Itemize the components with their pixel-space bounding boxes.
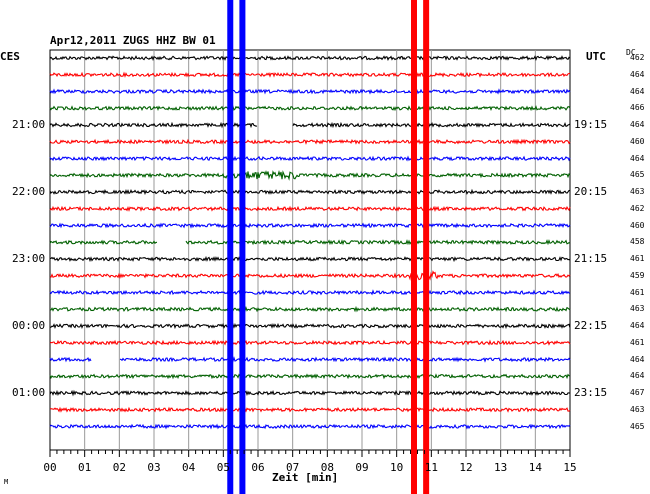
x-tick-label: 06 (251, 461, 264, 474)
dc-offset-label: 463 (630, 304, 645, 314)
plot-frame (49, 49, 571, 451)
trace-line (49, 373, 571, 380)
dc-offset-label: 463 (630, 404, 645, 414)
trace-line (49, 55, 571, 61)
x-tick-label: 07 (286, 461, 299, 474)
left-time-label: 23:00 (12, 252, 46, 265)
trace-line (49, 105, 571, 112)
trace-line (49, 339, 571, 346)
dc-offset-label: 462 (630, 53, 645, 62)
dc-offset-label: 465 (630, 421, 645, 431)
right-time-label: 19:15 (574, 118, 608, 131)
x-tick-label: 10 (390, 461, 403, 474)
dc-header: DC (626, 48, 636, 57)
x-axis-label: Zeit [min] (272, 471, 339, 484)
trace-line (49, 423, 571, 430)
chart-title: Apr12,2011 ZUGS HHZ BW 01 (50, 34, 216, 47)
left-time-label: 01:00 (12, 386, 46, 399)
trace-line (49, 138, 571, 145)
x-tick-label: 15 (563, 461, 576, 474)
trace-line (49, 222, 571, 229)
dc-offset-label: 461 (630, 287, 645, 297)
grid-lines (84, 50, 536, 450)
dc-offset-label: 464 (630, 120, 645, 129)
trace-line (49, 121, 571, 129)
dc-offset-label: 464 (630, 354, 645, 364)
dc-offset-label: 467 (630, 388, 645, 397)
event-marker (411, 0, 417, 494)
x-tick-label: 09 (355, 461, 368, 474)
x-tick-label: 05 (217, 461, 230, 474)
trace-line (49, 406, 571, 413)
dc-offset-label: 465 (630, 170, 645, 180)
dc-offset-label: 460 (630, 220, 645, 230)
dc-offset-label: 464 (630, 86, 645, 96)
dc-offset-label: 464 (630, 321, 645, 330)
dc-offset-label: 464 (630, 69, 645, 79)
x-tick-label: 02 (113, 461, 126, 474)
x-tick-label: 14 (529, 461, 543, 474)
dc-offset-label: 458 (630, 237, 645, 247)
dc-offset-label: 459 (630, 270, 645, 280)
dc-offset-label: 464 (630, 371, 645, 381)
left-time-label: 21:00 (12, 118, 46, 131)
x-tick-label: 12 (459, 461, 472, 474)
x-tick-label: 04 (182, 461, 196, 474)
event-marker (239, 0, 246, 494)
trace-line (49, 239, 571, 246)
dc-offset-label: 466 (630, 103, 645, 113)
x-tick-label: 01 (78, 461, 91, 474)
right-time-label: 21:15 (574, 252, 608, 265)
trace-line (49, 255, 571, 263)
dc-offset-label: 461 (630, 254, 645, 263)
x-axis-ticks: 00 01 02 03 04 05 06 07 08 09 10 11 12 13 14 15 (43, 450, 577, 474)
trace-line (49, 322, 571, 330)
left-time-label: 00:00 (12, 319, 46, 332)
dc-offset-label: 460 (630, 136, 645, 146)
right-time-label: 20:15 (574, 185, 608, 198)
event-markers (227, 0, 430, 494)
dc-offset-label: 464 (630, 153, 645, 163)
trace-line (49, 389, 571, 397)
right-timezone-label: UTC (586, 50, 606, 63)
right-time-label: 22:15 (574, 319, 608, 332)
dc-offset-label: 462 (630, 203, 645, 213)
trace-line (49, 155, 571, 162)
x-tick-label: 13 (494, 461, 507, 474)
right-time-label: 23:15 (574, 386, 608, 399)
x-tick-label: 03 (147, 461, 160, 474)
left-time-label: 22:00 (12, 185, 46, 198)
trace-line (49, 188, 571, 196)
trace-line (49, 71, 571, 78)
x-tick-label: 11 (425, 461, 438, 474)
traces (49, 55, 571, 430)
event-marker (423, 0, 430, 494)
dc-offset-label: 461 (630, 337, 645, 347)
trace-line (49, 289, 571, 296)
left-timezone-label: CES (0, 50, 20, 63)
x-tick-label: 00 (43, 461, 56, 474)
x-tick-label: 08 (321, 461, 334, 474)
trace-line (49, 270, 571, 281)
trace-line (49, 88, 571, 95)
dc-offset-label: 463 (630, 187, 645, 196)
trace-line (49, 305, 571, 313)
trace-line (49, 169, 571, 181)
trace-line (49, 205, 571, 213)
event-marker (227, 0, 234, 494)
corner-mark: M (4, 478, 9, 486)
trace-line (49, 356, 571, 363)
